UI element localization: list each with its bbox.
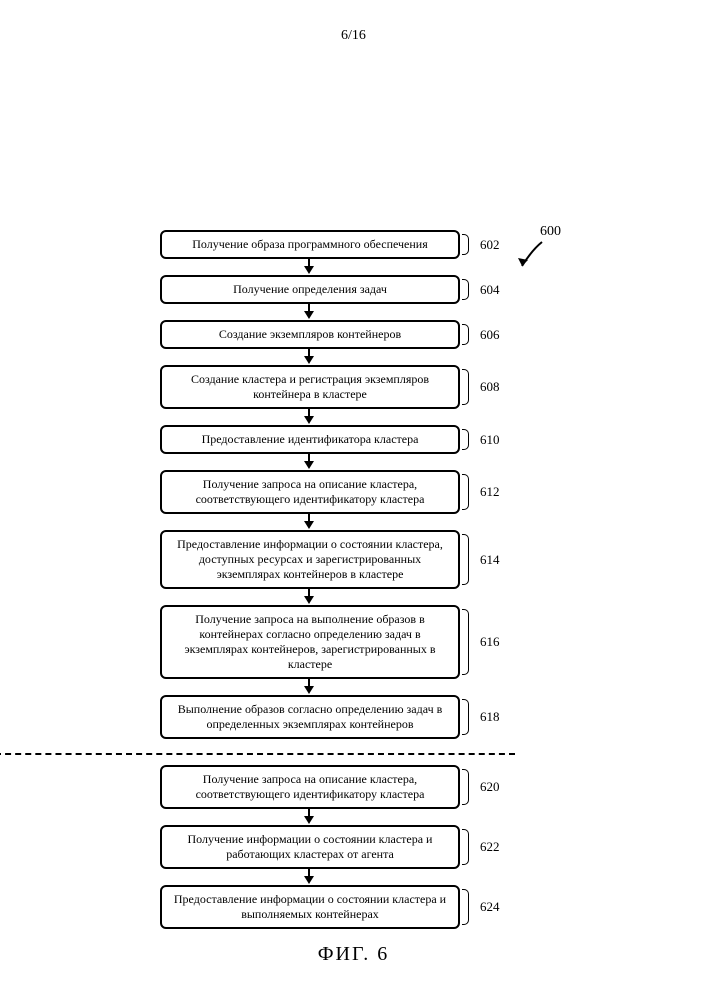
flow-step-606: Создание экземпляров контейнеров606 <box>160 320 460 349</box>
brace-icon <box>462 827 472 867</box>
figure-label: ФИГ. 6 <box>0 943 707 966</box>
flow-step-text: Предоставление информации о состоянии кл… <box>174 892 446 921</box>
flow-step-text: Получение запроса на описание кластера, … <box>196 772 425 801</box>
flow-step-text: Получение запроса на описание кластера, … <box>196 477 425 506</box>
brace-icon <box>462 472 472 512</box>
arrow-down-icon <box>309 454 311 470</box>
arrow-down-icon <box>309 259 311 275</box>
brace-icon <box>462 887 472 927</box>
ref-600-arrow-icon <box>512 238 552 278</box>
flow-step-number: 604 <box>480 281 500 297</box>
flow-step-number: 624 <box>480 899 500 915</box>
flow-step-number: 608 <box>480 379 500 395</box>
flow-step-618: Выполнение образов согласно определению … <box>160 695 460 739</box>
divider-dashed <box>0 753 515 755</box>
flow-step-604: Получение определения задач604 <box>160 275 460 304</box>
flow-step-text: Предоставление информации о состоянии кл… <box>177 537 443 581</box>
flow-step-602: Получение образа программного обеспечени… <box>160 230 460 259</box>
arrow-down-icon <box>309 409 311 425</box>
flow-step-616: Получение запроса на выполнение образов … <box>160 605 460 679</box>
brace-icon <box>462 277 472 302</box>
brace-icon <box>462 427 472 452</box>
flow-step-608: Создание кластера и регистрация экземпля… <box>160 365 460 409</box>
flow-step-number: 610 <box>480 431 500 447</box>
flow-step-number: 614 <box>480 551 500 567</box>
flow-step-624: Предоставление информации о состоянии кл… <box>160 885 460 929</box>
page-number: 6/16 <box>0 28 707 44</box>
flow-step-text: Создание кластера и регистрация экземпля… <box>191 372 429 401</box>
flow-step-text: Получение запроса на выполнение образов … <box>184 612 435 671</box>
brace-icon <box>462 767 472 807</box>
flow-step-number: 606 <box>480 326 500 342</box>
brace-icon <box>462 232 472 257</box>
arrow-down-icon <box>309 349 311 365</box>
flow-step-number: 612 <box>480 484 500 500</box>
flow-step-614: Предоставление информации о состоянии кл… <box>160 530 460 589</box>
page: 6/16 600 Получение образа программного о… <box>0 0 707 1000</box>
arrow-down-icon <box>309 869 311 885</box>
flow-step-number: 602 <box>480 236 500 252</box>
flow-step-number: 616 <box>480 634 500 650</box>
flow-step-text: Получение образа программного обеспечени… <box>192 237 428 251</box>
brace-icon <box>462 697 472 737</box>
brace-icon <box>462 532 472 587</box>
flow-step-text: Выполнение образов согласно определению … <box>178 702 443 731</box>
arrow-down-icon <box>309 679 311 695</box>
flow-step-number: 622 <box>480 839 500 855</box>
flow-step-text: Создание экземпляров контейнеров <box>219 327 401 341</box>
flow-step-610: Предоставление идентификатора кластера61… <box>160 425 460 454</box>
flowchart: Получение образа программного обеспечени… <box>150 230 470 929</box>
flow-step-number: 620 <box>480 779 500 795</box>
arrow-down-icon <box>309 809 311 825</box>
brace-icon <box>462 607 472 677</box>
flow-step-text: Получение информации о состоянии кластер… <box>188 832 433 861</box>
flow-step-number: 618 <box>480 709 500 725</box>
flow-step-text: Предоставление идентификатора кластера <box>202 432 419 446</box>
brace-icon <box>462 367 472 407</box>
flow-step-612: Получение запроса на описание кластера, … <box>160 470 460 514</box>
arrow-down-icon <box>309 589 311 605</box>
brace-icon <box>462 322 472 347</box>
flow-step-622: Получение информации о состоянии кластер… <box>160 825 460 869</box>
arrow-down-icon <box>309 514 311 530</box>
flow-step-text: Получение определения задач <box>233 282 387 296</box>
flow-step-620: Получение запроса на описание кластера, … <box>160 765 460 809</box>
arrow-down-icon <box>309 304 311 320</box>
